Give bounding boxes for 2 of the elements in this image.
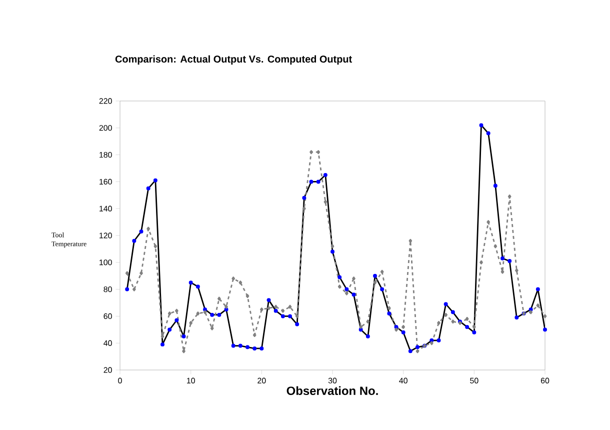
- chart-title: Comparison: Actual Output Vs. Computed Output: [115, 55, 352, 65]
- x-axis-title: Observation No.: [286, 386, 378, 396]
